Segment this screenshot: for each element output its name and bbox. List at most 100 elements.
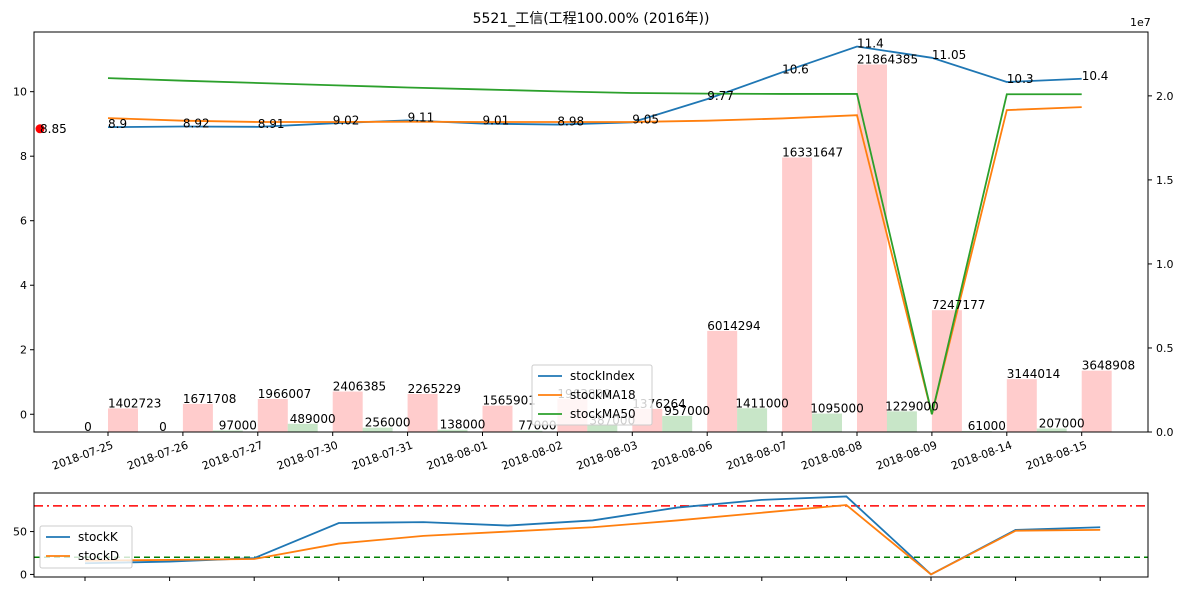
- y-right-tick-label: 0.5: [1156, 342, 1174, 355]
- x-tick-label: 2018-07-26: [125, 439, 190, 473]
- volume-label-down: 1095000: [810, 402, 863, 416]
- y-right-tick-label: 0.0: [1156, 426, 1174, 439]
- volume-label-down: 0: [159, 420, 167, 434]
- kd-line-stockD: [84, 504, 1101, 576]
- volume-bar-up: [257, 398, 288, 432]
- volume-label-down: 97000: [219, 418, 257, 432]
- y-left-tick-label: 6: [20, 215, 27, 228]
- price-label: 8.92: [183, 117, 210, 131]
- volume-bar-down: [662, 415, 693, 432]
- volume-bar-down: [212, 430, 243, 432]
- legend-label: stockMA50: [570, 407, 636, 421]
- price-label: 10.4: [1082, 69, 1109, 83]
- price-label: 8.98: [557, 115, 584, 129]
- volume-bar-down: [587, 425, 618, 432]
- price-label: 9.01: [483, 114, 510, 128]
- volume-bar-up: [782, 157, 813, 432]
- y-left-tick-label: 2: [20, 344, 27, 357]
- volume-label-up: 6014294: [707, 319, 760, 333]
- y-left-tick-label: 8: [20, 150, 27, 163]
- volume-bar-up: [707, 330, 738, 432]
- x-tick-label: 2018-07-30: [275, 439, 340, 473]
- volume-label-up: 3144014: [1007, 367, 1060, 381]
- volume-label-up: 1966007: [258, 387, 311, 401]
- volume-bar-up: [931, 310, 962, 432]
- x-tick-label: 2018-07-31: [350, 439, 415, 473]
- x-tick-label: 2018-08-15: [1024, 439, 1089, 473]
- volume-bar-up: [108, 408, 138, 432]
- volume-bar-down: [362, 427, 393, 432]
- volume-bar-up: [332, 391, 363, 432]
- x-tick-label: 2018-07-27: [200, 439, 265, 473]
- price-label: 10.6: [782, 62, 809, 76]
- volume-bar-down: [812, 413, 842, 432]
- volume-label-down: 489000: [290, 412, 336, 426]
- kd-legend-label: stockK: [78, 530, 119, 544]
- price-label: 10.3: [1007, 72, 1034, 86]
- price-label: 11.05: [932, 48, 966, 62]
- legend-box: [531, 364, 653, 426]
- plot-frame: [33, 31, 1149, 433]
- volume-label-up: 21864385: [857, 53, 918, 67]
- volume-label-down: 957000: [664, 404, 710, 418]
- volume-bar-down: [512, 430, 543, 432]
- volume-bar-up: [407, 393, 438, 432]
- y-right-tick-label: 1.5: [1156, 174, 1174, 187]
- volume-bar-up: [1081, 370, 1112, 432]
- volume-label-up: 1671708: [183, 392, 236, 406]
- price-label: 9.77: [707, 89, 734, 103]
- price-label: 8.9: [108, 117, 127, 131]
- volume-label-down: 61000: [968, 419, 1006, 433]
- kd-frame: [33, 492, 1149, 578]
- x-tick-label: 2018-08-07: [725, 439, 790, 473]
- volume-label-down: 0: [84, 420, 92, 434]
- price-marker-label: 8.85: [40, 122, 67, 136]
- volume-bar-down: [437, 429, 468, 432]
- volume-bar-down: [737, 408, 768, 432]
- price-label: 9.11: [408, 110, 435, 124]
- x-tick-label: 2018-08-01: [425, 439, 490, 473]
- volume-label-down: 138000: [440, 418, 486, 432]
- y-right-tick-label: 1.0: [1156, 258, 1174, 271]
- price-label: 9.05: [632, 112, 659, 126]
- legend-label: stockIndex: [570, 369, 635, 383]
- series-line-stockMA50: [107, 77, 1082, 415]
- volume-label-down: 207000: [1039, 417, 1085, 431]
- volume-bar-up: [1006, 379, 1037, 432]
- volume-label-down: 1229000: [885, 399, 938, 413]
- x-tick-label: 2018-07-25: [50, 439, 115, 473]
- y-left-tick-label: 0: [20, 408, 27, 421]
- y-left-tick-label: 10: [13, 86, 27, 99]
- volume-label-up: 2406385: [333, 380, 386, 394]
- volume-bar-down: [287, 423, 318, 432]
- volume-label-up: 2265229: [408, 382, 461, 396]
- y-left-tick-label: 4: [20, 279, 27, 292]
- volume-label-up: 7247177: [932, 298, 985, 312]
- x-tick-label: 2018-08-06: [650, 439, 715, 473]
- x-tick-label: 2018-08-14: [949, 439, 1014, 473]
- x-tick-label: 2018-08-03: [575, 439, 640, 473]
- price-label: 11.4: [857, 37, 884, 51]
- volume-label-up: 3648908: [1082, 359, 1135, 373]
- y-right-tick-label: 2.0: [1156, 90, 1174, 103]
- x-tick-label: 2018-08-08: [799, 439, 864, 473]
- volume-label-down: 256000: [365, 416, 411, 430]
- price-label: 8.91: [258, 117, 285, 131]
- kd-legend-label: stockD: [78, 549, 119, 563]
- kd-y-tick-label: 50: [13, 526, 27, 539]
- price-label: 9.02: [333, 113, 360, 127]
- volume-bar-down: [961, 430, 992, 432]
- volume-label-up: 1402723: [108, 396, 161, 410]
- price-marker: [35, 124, 45, 134]
- legend-label: stockMA18: [570, 388, 636, 402]
- volume-label-up: 16331647: [782, 146, 843, 160]
- volume-bar-up: [857, 64, 887, 432]
- volume-bar-down: [886, 411, 917, 432]
- volume-bar-down: [1036, 428, 1067, 432]
- volume-label-down: 1411000: [735, 396, 788, 410]
- kd-y-tick-label: 0: [20, 568, 27, 581]
- y-right-multiplier: 1e7: [1130, 16, 1151, 29]
- chart-title: 5521_工信(工程100.00% (2016年)): [473, 11, 710, 27]
